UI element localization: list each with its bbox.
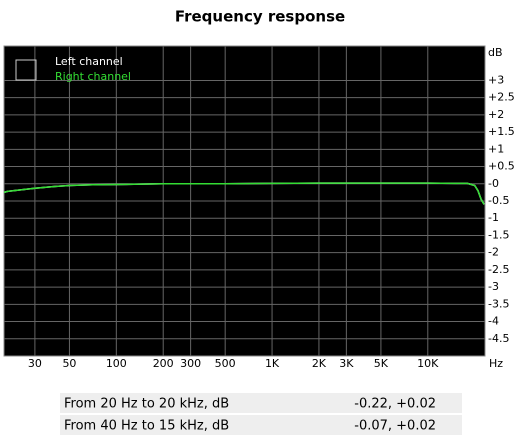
x-tick-label: 500 xyxy=(215,357,236,370)
x-tick-label: 10K xyxy=(417,357,439,370)
y-tick-label: +3 xyxy=(488,73,504,86)
y-tick-label: -2.5 xyxy=(488,263,509,276)
y-tick-label: +2 xyxy=(488,108,504,121)
x-tick-label: 1K xyxy=(265,357,280,370)
y-tick-label: -2 xyxy=(488,246,499,259)
y-tick-label: -3 xyxy=(488,280,499,293)
x-tick-label: 2K xyxy=(312,357,327,370)
legend-icon xyxy=(15,59,37,81)
y-tick-label: -4 xyxy=(488,315,499,328)
table-cell: -0.22, +0.02 xyxy=(354,397,436,412)
x-axis-label: Hz xyxy=(489,357,503,370)
x-tick-label: 300 xyxy=(180,357,201,370)
chart-title: Frequency response xyxy=(175,8,345,26)
x-tick-label: 200 xyxy=(153,357,174,370)
x-tick-label: 3K xyxy=(339,357,354,370)
y-tick-label: -0.5 xyxy=(488,194,509,207)
legend-entry: Left channel xyxy=(55,55,123,68)
table-cell: From 40 Hz to 15 kHz, dB xyxy=(64,419,229,434)
legend-entry: Right channel xyxy=(55,70,131,83)
x-tick-label: 50 xyxy=(62,357,76,370)
x-tick-label: 100 xyxy=(106,357,127,370)
table-row-bg xyxy=(60,393,462,413)
y-tick-label: +0.5 xyxy=(488,160,515,173)
y-tick-label: -4.5 xyxy=(488,332,509,345)
y-tick-label: +2.5 xyxy=(488,91,515,104)
y-tick-label: -1 xyxy=(488,211,499,224)
table-cell: From 20 Hz to 20 kHz, dB xyxy=(64,397,229,412)
x-tick-label: 5K xyxy=(374,357,389,370)
table-cell: -0.07, +0.02 xyxy=(354,419,436,434)
x-tick-label: 30 xyxy=(28,357,42,370)
y-axis-label: dB xyxy=(488,46,503,59)
y-tick-label: -3.5 xyxy=(488,297,509,310)
y-tick-label: +1.5 xyxy=(488,125,515,138)
table-row-bg xyxy=(60,415,462,435)
y-tick-label: +1 xyxy=(488,142,504,155)
series-line xyxy=(3,182,485,205)
y-tick-label: -0 xyxy=(488,177,499,190)
y-tick-label: -1.5 xyxy=(488,228,509,241)
